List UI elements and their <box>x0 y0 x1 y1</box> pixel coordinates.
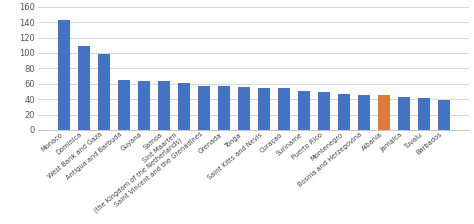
Bar <box>218 86 229 130</box>
Bar <box>298 91 310 130</box>
Bar <box>357 95 370 130</box>
Bar <box>198 86 210 130</box>
Bar <box>378 95 390 130</box>
Bar <box>418 98 429 130</box>
Bar <box>438 100 450 130</box>
Bar <box>337 94 350 130</box>
Bar <box>278 88 290 130</box>
Bar <box>57 20 70 130</box>
Bar <box>137 81 150 130</box>
Bar <box>237 87 250 130</box>
Bar <box>257 88 270 130</box>
Bar <box>98 54 109 130</box>
Bar <box>318 92 329 130</box>
Bar <box>118 80 129 130</box>
Bar <box>178 83 190 130</box>
Bar <box>157 81 170 130</box>
Bar <box>78 46 90 130</box>
Bar <box>398 97 410 130</box>
